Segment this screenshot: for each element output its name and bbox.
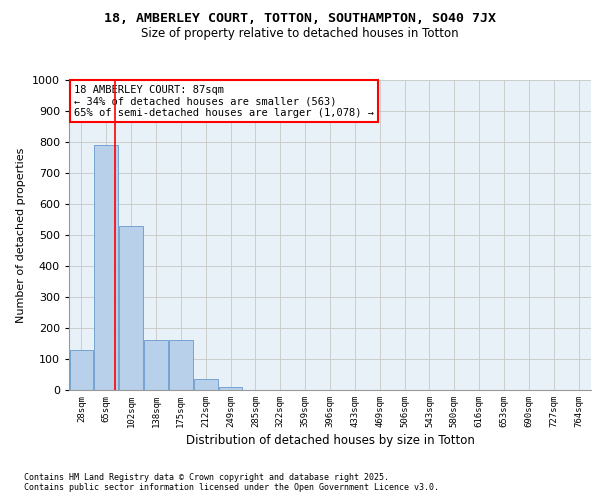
Bar [94,145,118,390]
Text: Contains public sector information licensed under the Open Government Licence v3: Contains public sector information licen… [24,484,439,492]
Text: Contains HM Land Registry data © Crown copyright and database right 2025.: Contains HM Land Registry data © Crown c… [24,472,389,482]
Bar [194,379,218,390]
Bar [119,226,143,390]
Bar [219,387,242,390]
Text: Size of property relative to detached houses in Totton: Size of property relative to detached ho… [141,28,459,40]
Text: 18, AMBERLEY COURT, TOTTON, SOUTHAMPTON, SO40 7JX: 18, AMBERLEY COURT, TOTTON, SOUTHAMPTON,… [104,12,496,26]
Bar [144,340,168,390]
X-axis label: Distribution of detached houses by size in Totton: Distribution of detached houses by size … [185,434,475,447]
Text: 18 AMBERLEY COURT: 87sqm
← 34% of detached houses are smaller (563)
65% of semi-: 18 AMBERLEY COURT: 87sqm ← 34% of detach… [74,84,374,118]
Bar [70,350,93,390]
Bar [169,340,193,390]
Y-axis label: Number of detached properties: Number of detached properties [16,148,26,322]
